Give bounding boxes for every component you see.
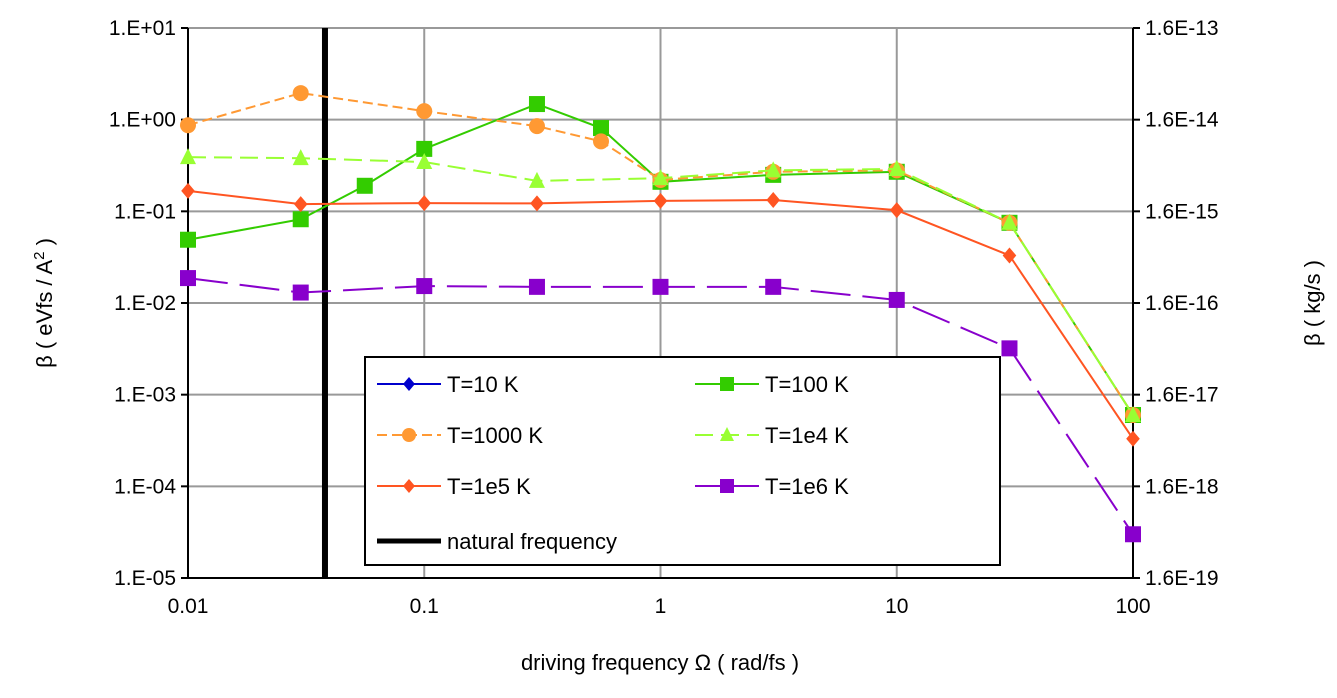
legend-label: T=100 K bbox=[765, 372, 849, 397]
marker-square bbox=[1001, 340, 1018, 357]
marker-diamond bbox=[530, 195, 544, 212]
x-axis-label: driving frequency Ω ( rad/fs ) bbox=[521, 650, 799, 675]
legend-label: T=1e6 K bbox=[765, 474, 849, 499]
legend-item: T=1e5 K bbox=[377, 474, 531, 499]
legend-label: natural frequency bbox=[447, 529, 617, 554]
legend-label: T=1e5 K bbox=[447, 474, 531, 499]
legend-item: T=10 K bbox=[377, 372, 519, 397]
y-tick-label: 1.E-01 bbox=[114, 200, 176, 223]
marker-square bbox=[528, 278, 545, 295]
legend-item: T=100 K bbox=[695, 372, 849, 397]
y2-tick-label: 1.6E-14 bbox=[1145, 109, 1219, 132]
y2-tick-label: 1.6E-13 bbox=[1145, 17, 1219, 40]
legend-label: T=1e4 K bbox=[765, 423, 849, 448]
marker-diamond bbox=[293, 196, 308, 213]
marker-diamond bbox=[417, 195, 432, 212]
marker-diamond bbox=[403, 479, 415, 493]
marker-square bbox=[765, 278, 782, 295]
legend-item-natural-frequency: natural frequency bbox=[377, 529, 617, 554]
y2-tick-label: 1.6E-19 bbox=[1145, 567, 1219, 590]
marker-triangle bbox=[416, 153, 433, 170]
marker-diamond bbox=[181, 182, 195, 199]
y-tick-label: 1.E-03 bbox=[114, 384, 176, 407]
marker-square bbox=[1125, 526, 1141, 543]
y-tick-label: 1.E-04 bbox=[114, 475, 176, 498]
marker-diamond bbox=[653, 192, 668, 209]
legend-item: T=1000 K bbox=[377, 423, 543, 448]
marker-triangle bbox=[888, 159, 905, 176]
marker-circle bbox=[593, 133, 610, 150]
x-tick-label: 0.1 bbox=[410, 595, 439, 618]
marker-circle bbox=[416, 103, 433, 120]
marker-square bbox=[356, 177, 373, 194]
marker-square bbox=[652, 278, 669, 295]
marker-diamond bbox=[1002, 247, 1017, 264]
marker-square bbox=[720, 377, 734, 391]
legend: T=10 K T=100 K T=1000 K T=1e4 K T=1e5 K T=1e6… bbox=[364, 356, 1001, 566]
y2-tick-label: 1.6E-16 bbox=[1145, 292, 1219, 315]
marker-triangle bbox=[1125, 406, 1141, 423]
y2-tick-label: 1.6E-17 bbox=[1145, 384, 1219, 407]
marker-diamond bbox=[403, 377, 415, 391]
marker-triangle bbox=[1001, 213, 1018, 230]
marker-triangle bbox=[180, 148, 196, 165]
marker-triangle bbox=[720, 427, 734, 441]
legend-item: T=1e4 K bbox=[695, 423, 849, 448]
marker-triangle bbox=[528, 171, 545, 188]
axes: 0.01 0.1 1 10 100 1.E-05 1.6E-19 1.E-04 1.6E-18 1… bbox=[109, 17, 1219, 618]
marker-circle bbox=[402, 428, 416, 442]
marker-square bbox=[180, 270, 196, 287]
marker-square bbox=[416, 140, 433, 157]
series-t-1e5-k bbox=[181, 182, 1140, 447]
y2-axis-label: β ( kg/s ) bbox=[1300, 260, 1325, 346]
legend-box bbox=[364, 356, 1001, 566]
marker-diamond bbox=[766, 191, 781, 208]
marker-circle bbox=[528, 118, 545, 135]
marker-square bbox=[292, 284, 309, 301]
x-tick-label: 1 bbox=[655, 595, 667, 618]
legend-label: T=10 K bbox=[447, 372, 519, 397]
marker-square bbox=[292, 211, 309, 228]
marker-triangle bbox=[765, 161, 782, 178]
marker-square bbox=[720, 479, 734, 493]
legend-label: T=1000 K bbox=[447, 423, 543, 448]
marker-circle bbox=[292, 85, 309, 102]
marker-square bbox=[888, 291, 905, 308]
series-t-1e4-k bbox=[180, 148, 1141, 423]
y2-tick-label: 1.6E-18 bbox=[1145, 475, 1219, 498]
series-line bbox=[187, 92, 1134, 416]
x-tick-label: 0.01 bbox=[168, 595, 209, 618]
marker-triangle bbox=[652, 169, 669, 186]
y-tick-label: 1.E+00 bbox=[109, 109, 176, 132]
y-tick-label: 1.E-02 bbox=[114, 292, 176, 315]
series-layer bbox=[180, 28, 1141, 578]
y2-tick-label: 1.6E-15 bbox=[1145, 200, 1219, 223]
legend-item: T=1e6 K bbox=[695, 474, 849, 499]
marker-square bbox=[180, 231, 196, 248]
x-tick-label: 10 bbox=[885, 595, 908, 618]
y-axis-label: β ( eVfs / A2 ) bbox=[31, 238, 57, 368]
marker-triangle bbox=[292, 149, 309, 166]
marker-square bbox=[416, 278, 433, 295]
x-tick-label: 100 bbox=[1115, 595, 1150, 618]
marker-diamond bbox=[1126, 430, 1140, 447]
marker-square bbox=[593, 120, 610, 137]
series-t-1e6-k bbox=[180, 270, 1141, 543]
marker-diamond bbox=[889, 202, 904, 219]
y-tick-label: 1.E+01 bbox=[109, 17, 176, 40]
marker-circle bbox=[180, 117, 196, 134]
y-tick-label: 1.E-05 bbox=[114, 567, 176, 590]
marker-square bbox=[528, 96, 545, 113]
